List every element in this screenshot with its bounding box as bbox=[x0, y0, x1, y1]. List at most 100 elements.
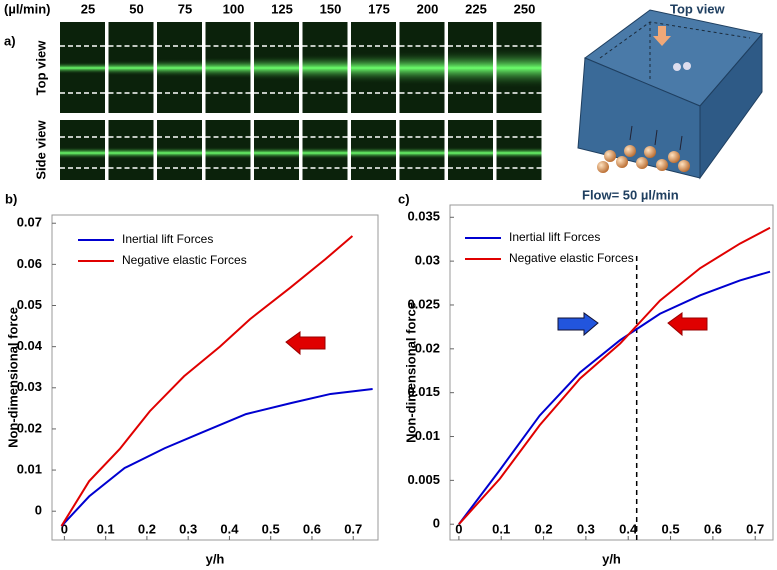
fluorescent-band bbox=[108, 60, 154, 76]
y-tick-label: 0.03 bbox=[17, 379, 42, 394]
x-tick-label: 0 bbox=[455, 521, 462, 536]
y-axis-label: Non-dimensional force bbox=[403, 302, 418, 443]
data-line bbox=[458, 270, 771, 525]
fluorescent-band bbox=[60, 62, 105, 74]
fluorescent-band bbox=[302, 54, 348, 82]
y-tick-label: 0.02 bbox=[17, 420, 42, 435]
x-tick-label: 0.7 bbox=[344, 521, 362, 536]
flow-rate-label: 100 bbox=[223, 1, 245, 16]
y-tick-label: 0.02 bbox=[415, 340, 440, 355]
fluorescent-band bbox=[254, 55, 299, 81]
flow-rate-label: 75 bbox=[178, 1, 192, 16]
panel-label: a) bbox=[4, 33, 16, 48]
x-tick-label: 0.5 bbox=[262, 521, 280, 536]
fluorescent-band bbox=[302, 147, 348, 159]
x-tick-label: 0.6 bbox=[303, 521, 321, 536]
x-tick-label: 0.1 bbox=[97, 521, 115, 536]
x-tick-label: 0.2 bbox=[535, 521, 553, 536]
y-tick-label: 0.005 bbox=[407, 472, 440, 487]
fluorescent-band bbox=[399, 50, 445, 86]
x-tick-label: 0.4 bbox=[619, 521, 638, 536]
flow-rate-label: 175 bbox=[368, 1, 390, 16]
diagram-label: Flow= 50 µl/min bbox=[582, 187, 679, 202]
channel-diagram bbox=[577, 9, 763, 180]
y-tick-label: 0.015 bbox=[407, 384, 440, 399]
x-tick-label: 0.4 bbox=[220, 521, 239, 536]
x-tick-label: 0 bbox=[61, 521, 68, 536]
plot-frame bbox=[51, 214, 379, 541]
particle bbox=[678, 160, 690, 172]
x-tick-label: 0.7 bbox=[746, 521, 764, 536]
flow-rate-label: 250 bbox=[514, 1, 536, 16]
fluorescent-band bbox=[351, 147, 396, 159]
force-arrow bbox=[667, 312, 708, 337]
diagram-label: Top view bbox=[670, 1, 726, 16]
flow-rate-label: 50 bbox=[129, 1, 143, 16]
particle bbox=[644, 146, 656, 158]
particle bbox=[604, 150, 616, 162]
fluorescent-band bbox=[157, 58, 202, 78]
y-tick-label: 0 bbox=[35, 503, 42, 518]
y-tick-label: 0.04 bbox=[17, 338, 43, 353]
particle bbox=[683, 62, 691, 70]
x-axis-label: y/h bbox=[206, 551, 225, 566]
particle bbox=[616, 156, 628, 168]
box-side bbox=[699, 32, 763, 180]
flow-arrow bbox=[679, 135, 683, 151]
particle bbox=[668, 151, 680, 163]
particle bbox=[636, 157, 648, 169]
flow-rate-label: 200 bbox=[417, 1, 439, 16]
data-line bbox=[60, 388, 373, 527]
x-tick-label: 0.3 bbox=[577, 521, 595, 536]
flow-rate-label: 150 bbox=[320, 1, 342, 16]
row-label: Top view bbox=[33, 40, 48, 96]
force-arrow bbox=[285, 331, 326, 356]
row-label: Side view bbox=[33, 119, 48, 179]
particle bbox=[673, 63, 681, 71]
y-tick-label: 0.035 bbox=[407, 209, 440, 224]
flow-arrow bbox=[654, 129, 658, 146]
fluorescent-band bbox=[399, 147, 445, 159]
y-tick-label: 0.05 bbox=[17, 297, 42, 312]
fluorescent-band bbox=[448, 49, 493, 87]
y-tick-label: 0 bbox=[433, 516, 440, 531]
x-tick-label: 0.6 bbox=[704, 521, 722, 536]
view-arrow bbox=[653, 26, 671, 46]
unit-label: (µl/min) bbox=[4, 1, 50, 16]
flow-rate-label: 25 bbox=[81, 1, 95, 16]
fluorescent-band bbox=[496, 147, 542, 159]
x-tick-label: 0.5 bbox=[662, 521, 680, 536]
fluorescent-band bbox=[351, 52, 396, 84]
x-axis-label: y/h bbox=[602, 551, 621, 566]
x-tick-label: 0.1 bbox=[492, 521, 510, 536]
legend-label: Negative elastic Forces bbox=[509, 251, 634, 265]
x-tick-label: 0.3 bbox=[179, 521, 197, 536]
flow-arrow bbox=[629, 125, 633, 141]
micrographs bbox=[60, 22, 542, 180]
legend-label: Inertial lift Forces bbox=[122, 232, 213, 246]
panel-label: c) bbox=[398, 191, 410, 206]
x-tick-label: 0.2 bbox=[138, 521, 156, 536]
fluorescent-band bbox=[448, 147, 493, 159]
fluorescent-band bbox=[205, 147, 251, 159]
fluorescent-band bbox=[157, 147, 202, 159]
y-tick-label: 0.025 bbox=[407, 296, 440, 311]
y-tick-label: 0.07 bbox=[17, 215, 42, 230]
force-arrow bbox=[557, 312, 599, 337]
flow-rate-label: 125 bbox=[271, 1, 293, 16]
flow-rate-label: 225 bbox=[465, 1, 487, 16]
fluorescent-band bbox=[205, 57, 251, 79]
particle bbox=[624, 145, 636, 157]
particle bbox=[597, 161, 609, 173]
plot-frame bbox=[449, 204, 774, 541]
legend-label: Inertial lift Forces bbox=[509, 230, 600, 244]
y-tick-label: 0.06 bbox=[17, 256, 42, 271]
particle bbox=[656, 159, 668, 171]
panel-label: b) bbox=[5, 191, 17, 206]
fluorescent-band bbox=[254, 147, 299, 159]
data-line bbox=[60, 235, 354, 527]
fluorescent-band bbox=[108, 147, 154, 159]
y-tick-label: 0.01 bbox=[17, 462, 42, 477]
fluorescent-band bbox=[60, 147, 105, 159]
